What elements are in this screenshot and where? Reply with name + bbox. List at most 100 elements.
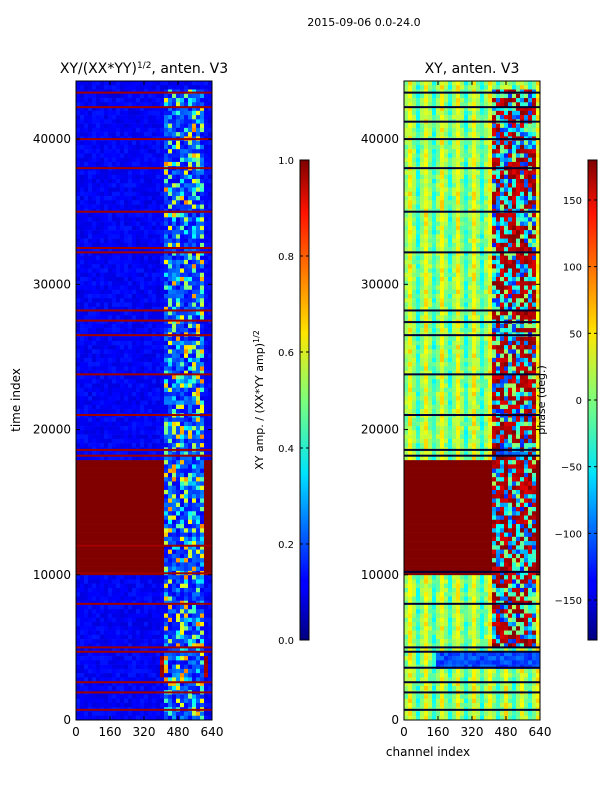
left-heat-cell	[84, 191, 89, 197]
left-heat-cell	[172, 157, 177, 163]
left-heat-cell	[84, 702, 89, 708]
left-heat-cell	[128, 315, 133, 320]
left-heat-cell	[124, 673, 129, 678]
left-heat-cell	[184, 289, 189, 295]
left-heat-cell	[96, 187, 101, 193]
left-heat-cell	[180, 302, 185, 308]
left-heat-cell	[148, 558, 153, 563]
left-heat-cell	[176, 110, 181, 116]
left-heat-cell	[188, 387, 193, 393]
left-heat-cell	[176, 485, 181, 491]
left-heat-cell	[124, 119, 129, 124]
left-heat-cell	[208, 183, 212, 188]
left-heat-cell	[136, 294, 141, 299]
left-heat-cell	[160, 519, 165, 525]
left-heat-cell	[76, 498, 81, 504]
left-heat-cell	[96, 489, 101, 495]
left-heat-cell	[104, 144, 109, 150]
left-heat-cell	[136, 545, 141, 550]
left-heat-cell	[188, 434, 193, 440]
left-heat-cell	[176, 511, 181, 516]
left-heat-cell	[112, 400, 117, 406]
left-heat-cell	[116, 144, 121, 150]
left-heat-cell	[76, 281, 81, 286]
left-heat-cell	[96, 617, 101, 623]
left-heat-cell	[120, 587, 125, 593]
left-heat-cell	[108, 85, 113, 90]
left-heat-cell	[164, 485, 169, 491]
left-heat-cell	[204, 315, 209, 320]
left-heat-cell	[76, 85, 81, 90]
left-heat-cell	[172, 507, 177, 512]
left-heat-cell	[124, 464, 129, 469]
left-heat-cell	[196, 323, 201, 329]
left-heat-cell	[76, 677, 81, 682]
left-heat-cell	[168, 455, 173, 461]
left-heat-cell	[116, 285, 121, 291]
left-heat-cell	[84, 421, 89, 427]
left-heat-cell	[168, 225, 173, 231]
left-heat-cell	[96, 119, 101, 124]
left-heat-cell	[196, 694, 201, 699]
left-heat-cell	[184, 383, 189, 389]
left-heat-cell	[84, 617, 89, 623]
left-heat-cell	[132, 259, 137, 265]
left-heat-cell	[88, 579, 93, 584]
left-heat-cell	[124, 102, 129, 107]
left-heat-cell	[176, 119, 181, 124]
left-heat-cell	[88, 617, 93, 623]
left-heat-cell	[84, 93, 89, 99]
left-heat-cell	[200, 647, 205, 653]
left-heat-cell	[140, 153, 145, 158]
left-heat-cell	[120, 170, 125, 176]
left-heat-cell	[188, 698, 193, 704]
left-heat-cell	[112, 289, 117, 295]
left-heat-cell	[112, 396, 117, 401]
left-heat-cell	[124, 481, 129, 486]
left-heat-cell	[92, 464, 97, 469]
left-heat-cell	[172, 259, 177, 265]
left-heat-cell	[164, 144, 169, 150]
left-heat-cell	[120, 221, 125, 227]
left-heat-cell	[96, 477, 101, 482]
left-heat-cell	[100, 626, 105, 631]
left-heat-cell	[124, 110, 129, 116]
left-heat-cell	[132, 106, 137, 112]
left-heat-cell	[120, 485, 125, 491]
left-heat-cell	[96, 340, 101, 346]
left-heat-cell	[172, 357, 177, 363]
left-heat-cell	[160, 660, 165, 665]
left-heat-cell	[100, 656, 105, 661]
left-heat-cell	[84, 311, 89, 316]
left-heat-cell	[196, 311, 201, 316]
left-heat-cell	[112, 353, 117, 359]
left-heat-cell	[148, 519, 153, 525]
left-heat-cell	[184, 183, 189, 188]
left-heat-cell	[112, 626, 117, 631]
left-heat-cell	[100, 677, 105, 682]
left-heat-cell	[180, 289, 185, 295]
left-heat-cell	[184, 196, 189, 201]
left-heat-cell	[184, 562, 189, 567]
left-heat-cell	[176, 587, 181, 593]
left-heat-cell	[112, 511, 117, 516]
left-heat-cell	[168, 119, 173, 124]
left-heat-cell	[76, 319, 81, 325]
left-heat-cell	[76, 345, 81, 350]
left-heat-cell	[104, 230, 109, 235]
left-heat-cell	[192, 498, 197, 504]
left-heat-cell	[84, 566, 89, 572]
left-heat-cell	[180, 200, 185, 205]
left-heat-cell	[148, 140, 153, 146]
left-heat-cell	[152, 93, 157, 99]
left-heat-cell	[112, 234, 117, 239]
left-heat-cell	[128, 532, 133, 538]
left-heat-cell	[80, 268, 85, 273]
left-heat-cell	[124, 230, 129, 235]
left-heat-cell	[76, 379, 81, 384]
left-heat-cell	[164, 430, 169, 435]
left-heat-cell	[176, 302, 181, 308]
left-heat-cell	[208, 353, 212, 359]
left-heat-cell	[80, 498, 85, 504]
left-heat-cell	[80, 613, 85, 619]
